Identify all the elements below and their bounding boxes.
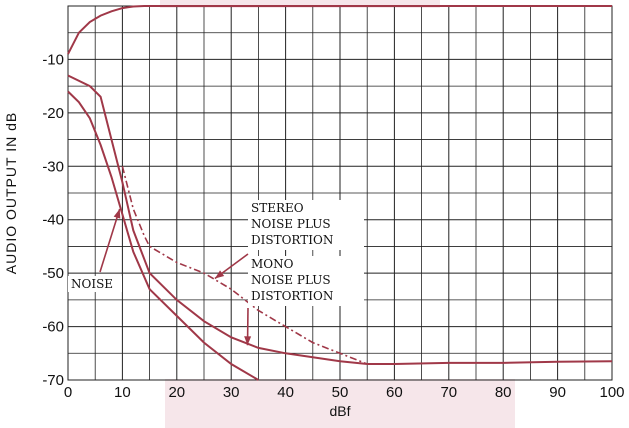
- x-tick-label: 20: [168, 384, 185, 401]
- y-tick-label: -50: [42, 265, 64, 282]
- annotation-backing: [248, 256, 364, 306]
- series-line-3: [67, 90, 259, 381]
- y-tick-label: -10: [42, 51, 64, 68]
- x-tick-label: 30: [223, 384, 240, 401]
- tick-labels: 0 10 20 30 40 50 60 70 80 90 100 -10 -20 -30 -40 -50 -60…: [42, 51, 624, 401]
- grid: [68, 6, 612, 380]
- y-tick-label: -20: [42, 105, 64, 122]
- annotation-line: DISTORTION: [251, 233, 333, 247]
- top-highlight-band: [160, 0, 440, 8]
- x-tick-label: 50: [332, 384, 349, 401]
- annotation-line: NOISE: [71, 277, 113, 291]
- x-tick-label: 90: [549, 384, 566, 401]
- x-tick-label: 70: [440, 384, 457, 401]
- annotation-line: STEREO: [251, 201, 304, 215]
- annotation-line: MONO: [251, 257, 294, 271]
- annotation-line: DISTORTION: [251, 289, 333, 303]
- series-line-2: [67, 74, 613, 365]
- y-axis-label: AUDIO OUTPUT IN dB: [3, 112, 19, 274]
- bottom-highlight-band: [165, 379, 515, 428]
- annotations: STEREO NOISE PLUS DISTORTION MONO NOISE PLUS…: [68, 200, 364, 346]
- annotation-arrow-head: [113, 209, 121, 219]
- x-tick-label: 0: [64, 384, 72, 401]
- annotation-line: NOISE PLUS: [251, 217, 331, 231]
- noise-label-backing: [68, 276, 122, 292]
- annotation-arrow: [99, 208, 121, 273]
- x-tick-label: 60: [386, 384, 403, 401]
- annotation-arrow-head: [244, 336, 252, 346]
- x-tick-label: 40: [277, 384, 294, 401]
- x-tick-label: 80: [495, 384, 512, 401]
- y-tick-label: -60: [42, 319, 64, 336]
- x-tick-label: 100: [599, 384, 624, 401]
- y-tick-label: -70: [42, 372, 64, 389]
- x-tick-label: 10: [114, 384, 131, 401]
- x-axis-label: dBf: [329, 403, 350, 419]
- y-tick-label: -40: [42, 212, 64, 229]
- series-line-4: [121, 166, 368, 365]
- annotation-line: NOISE PLUS: [251, 273, 331, 287]
- series-line-1: [67, 5, 612, 55]
- curves: [67, 5, 613, 381]
- annotation-arrow-head: [214, 270, 225, 279]
- annotation-backing: [248, 200, 364, 250]
- y-tick-label: -30: [42, 158, 64, 175]
